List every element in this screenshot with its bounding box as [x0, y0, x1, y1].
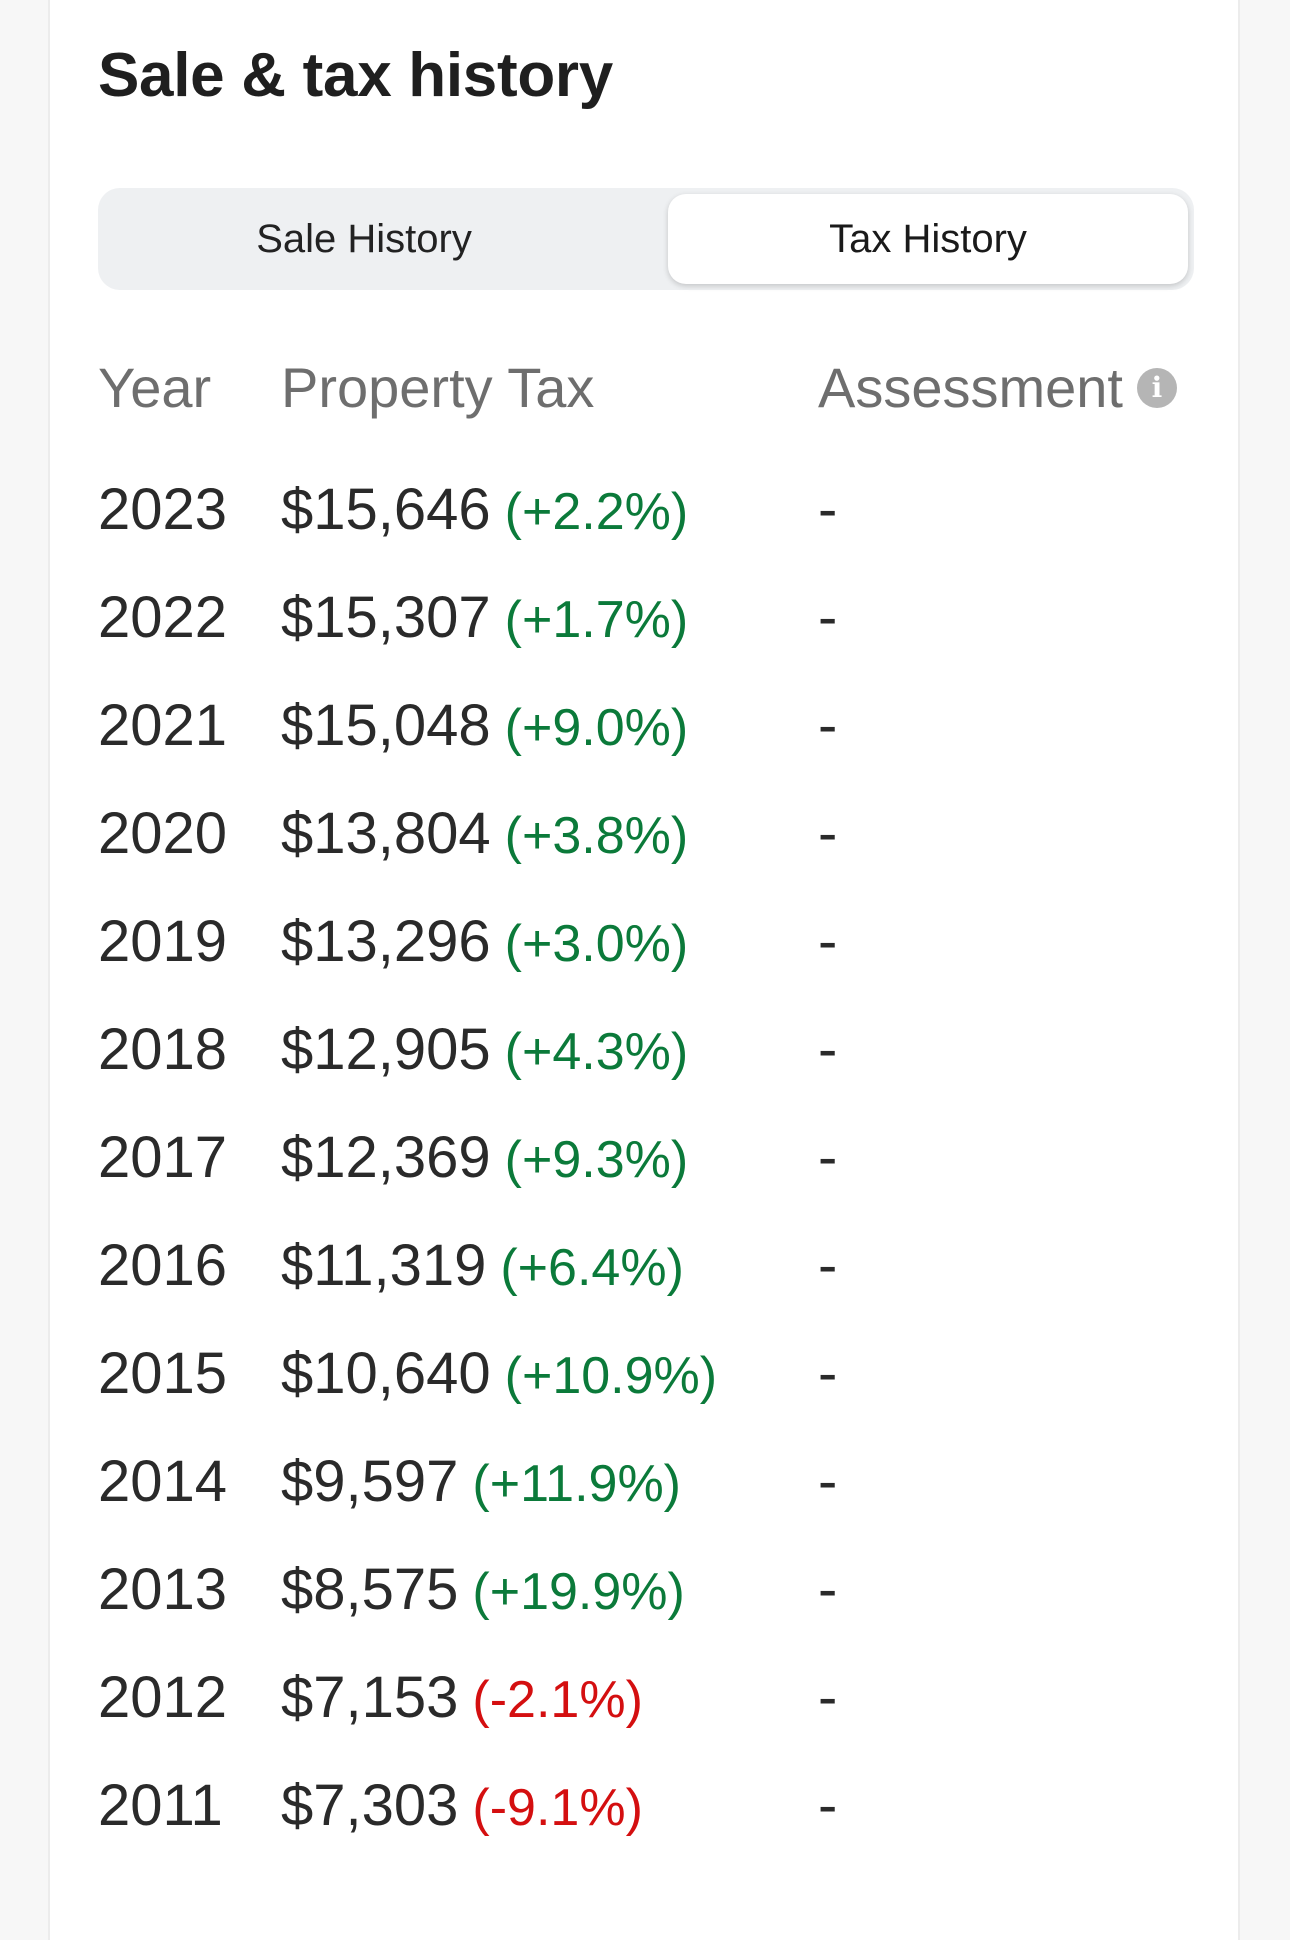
assessment-cell: -: [818, 1017, 838, 1082]
tax-change-percent: (+1.7%): [504, 591, 689, 649]
year-cell: 2022: [98, 585, 228, 650]
column-header-property-tax: Property Tax: [281, 356, 595, 419]
tax-history-card: Sale & tax history Sale History Tax Hist…: [48, 0, 1240, 1940]
table-row: 2015 $10,640 (+10.9%) -: [98, 1334, 1194, 1442]
tax-amount: $13,804: [281, 801, 491, 866]
table-row: 2016 $11,319 (+6.4%) -: [98, 1226, 1194, 1334]
table-header: Year Property Tax Assessment i: [98, 355, 1194, 425]
tax-amount: $12,905: [281, 1017, 491, 1082]
table-row: 2023 $15,646 (+2.2%) -: [98, 470, 1194, 578]
property-tax-cell: $15,646 (+2.2%): [281, 470, 688, 550]
tax-change-percent: (+9.0%): [504, 699, 689, 757]
tab-tax-history[interactable]: Tax History: [668, 194, 1188, 284]
column-header-assessment: Assessment i: [818, 355, 1177, 420]
year-cell: 2019: [98, 909, 228, 974]
assessment-cell: -: [818, 585, 838, 650]
assessment-cell: -: [818, 1665, 838, 1730]
assessment-cell: -: [818, 1341, 838, 1406]
tax-change-percent: (+2.2%): [504, 483, 689, 541]
tax-amount: $13,296: [281, 909, 491, 974]
tax-amount: $9,597: [281, 1449, 459, 1514]
year-cell: 2018: [98, 1017, 228, 1082]
tax-change-percent: (+11.9%): [472, 1455, 681, 1513]
property-tax-cell: $12,905 (+4.3%): [281, 1010, 688, 1090]
assessment-cell: -: [818, 801, 838, 866]
tax-change-percent: (+3.0%): [504, 915, 689, 973]
tax-amount: $10,640: [281, 1341, 491, 1406]
tax-change-percent: (+19.9%): [472, 1563, 685, 1621]
year-cell: 2011: [98, 1773, 223, 1838]
tab-sale-history[interactable]: Sale History: [256, 216, 472, 261]
tax-change-percent: (-2.1%): [472, 1671, 643, 1729]
assessment-cell: -: [818, 909, 838, 974]
year-cell: 2013: [98, 1557, 228, 1622]
table-row: 2012 $7,153 (-2.1%) -: [98, 1658, 1194, 1766]
property-tax-cell: $9,597 (+11.9%): [281, 1442, 681, 1522]
tax-amount: $15,048: [281, 693, 491, 758]
property-tax-cell: $15,048 (+9.0%): [281, 686, 688, 766]
tax-change-percent: (+6.4%): [500, 1239, 684, 1297]
table-row: 2014 $9,597 (+11.9%) -: [98, 1442, 1194, 1550]
year-cell: 2023: [98, 477, 228, 542]
assessment-cell: -: [818, 1773, 838, 1838]
table-row: 2011 $7,303 (-9.1%) -: [98, 1766, 1194, 1874]
column-header-year: Year: [98, 356, 212, 419]
tax-change-percent: (+4.3%): [504, 1023, 689, 1081]
table-row: 2017 $12,369 (+9.3%) -: [98, 1118, 1194, 1226]
year-cell: 2017: [98, 1125, 228, 1190]
year-cell: 2021: [98, 693, 228, 758]
table-row: 2022 $15,307 (+1.7%) -: [98, 578, 1194, 686]
table-row: 2013 $8,575 (+19.9%) -: [98, 1550, 1194, 1658]
assessment-cell: -: [818, 1557, 838, 1622]
assessment-cell: -: [818, 1233, 838, 1298]
year-cell: 2016: [98, 1233, 228, 1298]
tax-amount: $12,369: [281, 1125, 491, 1190]
tax-change-percent: (-9.1%): [472, 1779, 643, 1837]
assessment-cell: -: [818, 693, 838, 758]
section-title: Sale & tax history: [98, 41, 613, 110]
history-tab-switcher: Sale History Tax History: [98, 188, 1194, 290]
year-cell: 2015: [98, 1341, 228, 1406]
property-tax-cell: $12,369 (+9.3%): [281, 1118, 688, 1198]
table-row: 2021 $15,048 (+9.0%) -: [98, 686, 1194, 794]
year-cell: 2012: [98, 1665, 228, 1730]
tax-change-percent: (+10.9%): [504, 1347, 718, 1405]
assessment-cell: -: [818, 1125, 838, 1190]
tax-amount: $15,307: [281, 585, 491, 650]
property-tax-cell: $8,575 (+19.9%): [281, 1550, 685, 1630]
tax-amount: $15,646: [281, 477, 491, 542]
property-tax-cell: $10,640 (+10.9%): [281, 1334, 717, 1414]
table-row: 2019 $13,296 (+3.0%) -: [98, 902, 1194, 1010]
tax-amount: $7,303: [281, 1773, 459, 1838]
table-row: 2018 $12,905 (+4.3%) -: [98, 1010, 1194, 1118]
property-tax-cell: $11,319 (+6.4%): [281, 1226, 684, 1306]
property-tax-cell: $13,296 (+3.0%): [281, 902, 688, 982]
property-tax-cell: $13,804 (+3.8%): [281, 794, 688, 874]
year-cell: 2014: [98, 1449, 228, 1514]
tax-change-percent: (+9.3%): [504, 1131, 689, 1189]
property-tax-cell: $7,153 (-2.1%): [281, 1658, 643, 1738]
tax-change-percent: (+3.8%): [504, 807, 689, 865]
year-cell: 2020: [98, 801, 228, 866]
property-tax-cell: $7,303 (-9.1%): [281, 1766, 643, 1846]
property-tax-cell: $15,307 (+1.7%): [281, 578, 688, 658]
assessment-cell: -: [818, 1449, 838, 1514]
tax-amount: $11,319: [281, 1233, 487, 1298]
tax-history-table: 2023 $15,646 (+2.2%) -2022 $15,307 (+1.7%) -20…: [98, 470, 1194, 1874]
tax-amount: $7,153: [281, 1665, 459, 1730]
table-row: 2020 $13,804 (+3.8%) -: [98, 794, 1194, 902]
column-header-assessment-label: Assessment: [818, 356, 1123, 419]
assessment-cell: -: [818, 477, 838, 542]
tax-amount: $8,575: [281, 1557, 459, 1622]
info-icon[interactable]: i: [1137, 367, 1177, 408]
